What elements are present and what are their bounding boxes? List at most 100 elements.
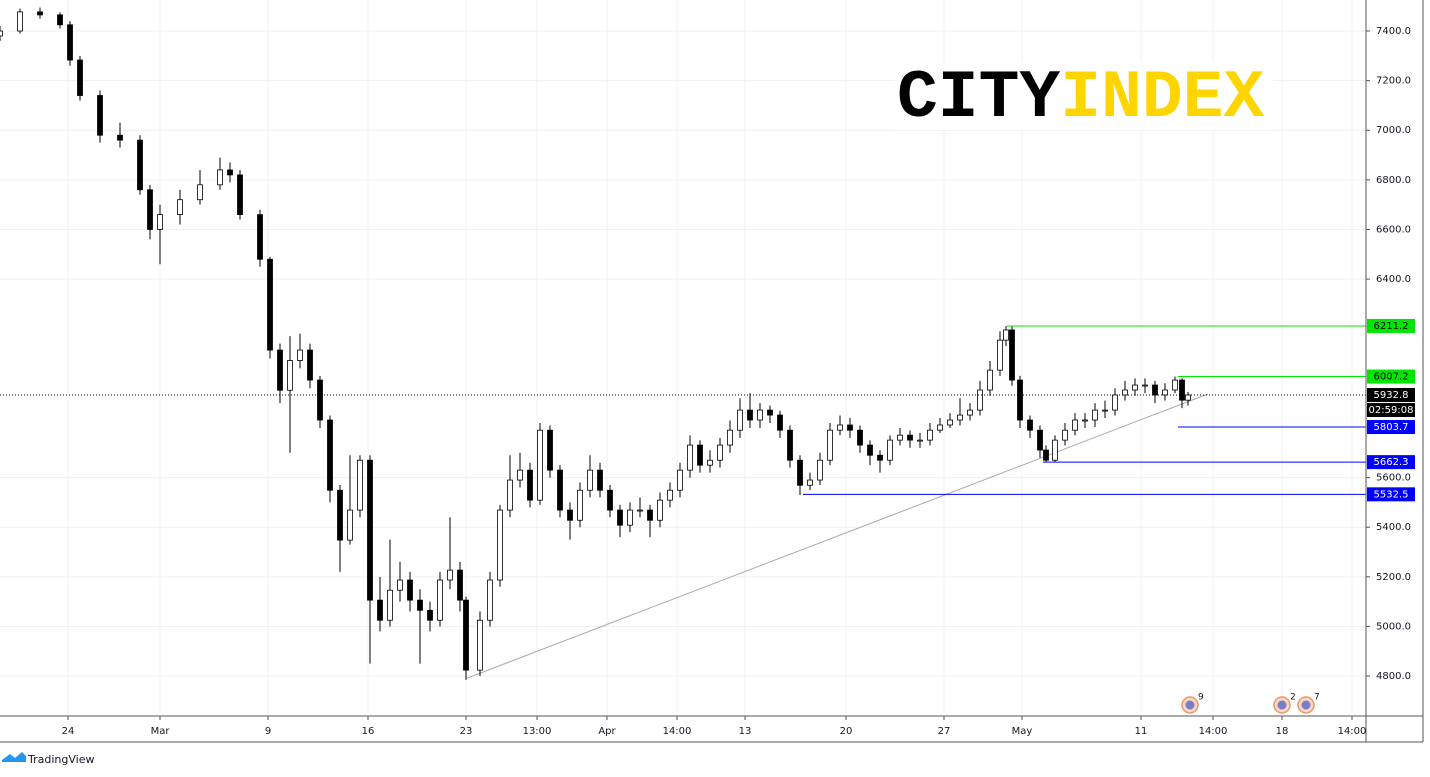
candle-body [747, 409, 753, 421]
candle-body [367, 459, 373, 601]
level-label-box [1367, 420, 1415, 435]
candle-body [227, 169, 233, 176]
candle-body [97, 95, 103, 136]
candle-body [637, 509, 643, 512]
candle-body [777, 414, 783, 431]
candle-body [1003, 329, 1009, 341]
candle-body [0, 30, 3, 37]
candle-body [337, 489, 343, 541]
x-tick-label: 23 [460, 726, 473, 737]
logo-left: CITY [897, 60, 1060, 137]
candle-body [857, 429, 863, 446]
event-count: 7 [1314, 693, 1320, 703]
level-label: 5662.3 [1374, 457, 1409, 468]
x-tick-label: 9 [265, 726, 271, 737]
candle-body [537, 429, 543, 501]
candle-body [1062, 429, 1068, 441]
countdown-box [1367, 403, 1415, 418]
candle-body [67, 24, 73, 61]
candle-body [317, 379, 323, 421]
y-tick-label: 6800.0 [1376, 175, 1411, 186]
candle-body [577, 489, 583, 521]
candle-body [867, 444, 873, 456]
candle-body [1082, 419, 1088, 422]
x-tick-label: 11 [1135, 726, 1148, 737]
candle-body [547, 429, 553, 471]
candle-body [297, 349, 303, 361]
candle-body [1172, 379, 1178, 391]
candle-body [737, 409, 743, 431]
event-flag [1185, 700, 1195, 710]
candle-body [1112, 394, 1118, 411]
candle-body [17, 11, 23, 32]
candle-body [897, 434, 903, 441]
candle-body [237, 174, 243, 216]
y-tick-label: 5200.0 [1376, 572, 1411, 583]
event-flag [1301, 700, 1311, 710]
candle-body [787, 429, 793, 461]
candle-body [557, 469, 563, 511]
x-tick-label: 18 [1276, 726, 1289, 737]
candle-body [307, 349, 313, 381]
candle-body [137, 139, 143, 191]
candle-body [807, 479, 813, 486]
candle-body [157, 214, 163, 230]
candle-body [487, 579, 493, 621]
logo-right: INDEX [1060, 60, 1264, 137]
candle-body [657, 499, 663, 521]
candle-body [327, 419, 333, 491]
candle-body [277, 349, 283, 391]
candle-body [1122, 389, 1128, 396]
level-label-box [1367, 318, 1415, 333]
candle-body [387, 589, 393, 621]
y-tick-label: 7000.0 [1376, 125, 1411, 136]
candle-body [837, 424, 843, 431]
candle-body [937, 424, 943, 431]
candle-body [347, 509, 353, 541]
candle-body [697, 444, 703, 466]
candle-body [917, 439, 923, 442]
last-price-label: 5932.8 [1374, 390, 1409, 401]
x-tick-label: Apr [598, 726, 616, 737]
candle-body [847, 424, 853, 431]
x-tick-label: Mar [151, 726, 171, 737]
candle-body [767, 409, 773, 416]
candle-body [617, 509, 623, 526]
logo-city: CITYINDEX [897, 60, 1264, 137]
logo-box [895, 62, 1273, 130]
candle-body [887, 439, 893, 461]
candle-body [1102, 409, 1108, 412]
candle-body [1072, 419, 1078, 431]
x-tick-label: 20 [840, 726, 853, 737]
candle-body [677, 469, 683, 491]
candle-body [477, 619, 483, 671]
candle-body [1037, 429, 1043, 451]
y-tick-label: 5000.0 [1376, 621, 1411, 632]
candle-body [627, 509, 633, 526]
candle-body [1043, 449, 1049, 461]
candle-body [463, 599, 469, 671]
candle-body [817, 459, 823, 481]
x-tick-label: 24 [62, 726, 75, 737]
candle-body [407, 579, 413, 601]
level-label: 5532.5 [1374, 489, 1409, 500]
level-label: 6211.2 [1374, 321, 1409, 332]
candle-body [967, 409, 973, 416]
candle-body [947, 419, 953, 426]
candle-body [1027, 419, 1033, 431]
candle-body [797, 459, 803, 486]
countdown-label: 02:59:08 [1369, 405, 1414, 416]
candle-body [647, 509, 653, 521]
candle-body [267, 258, 273, 351]
x-tick-label: 14:00 [663, 726, 692, 737]
candle-body [877, 454, 883, 461]
candle-body [117, 134, 123, 141]
candle-body [77, 59, 83, 96]
candle-body [397, 579, 403, 591]
candle-body [497, 509, 503, 581]
candle-body [907, 434, 913, 441]
level-label-box [1367, 369, 1415, 384]
footer: TradingView [27, 753, 94, 766]
level-label-box [1367, 487, 1415, 502]
